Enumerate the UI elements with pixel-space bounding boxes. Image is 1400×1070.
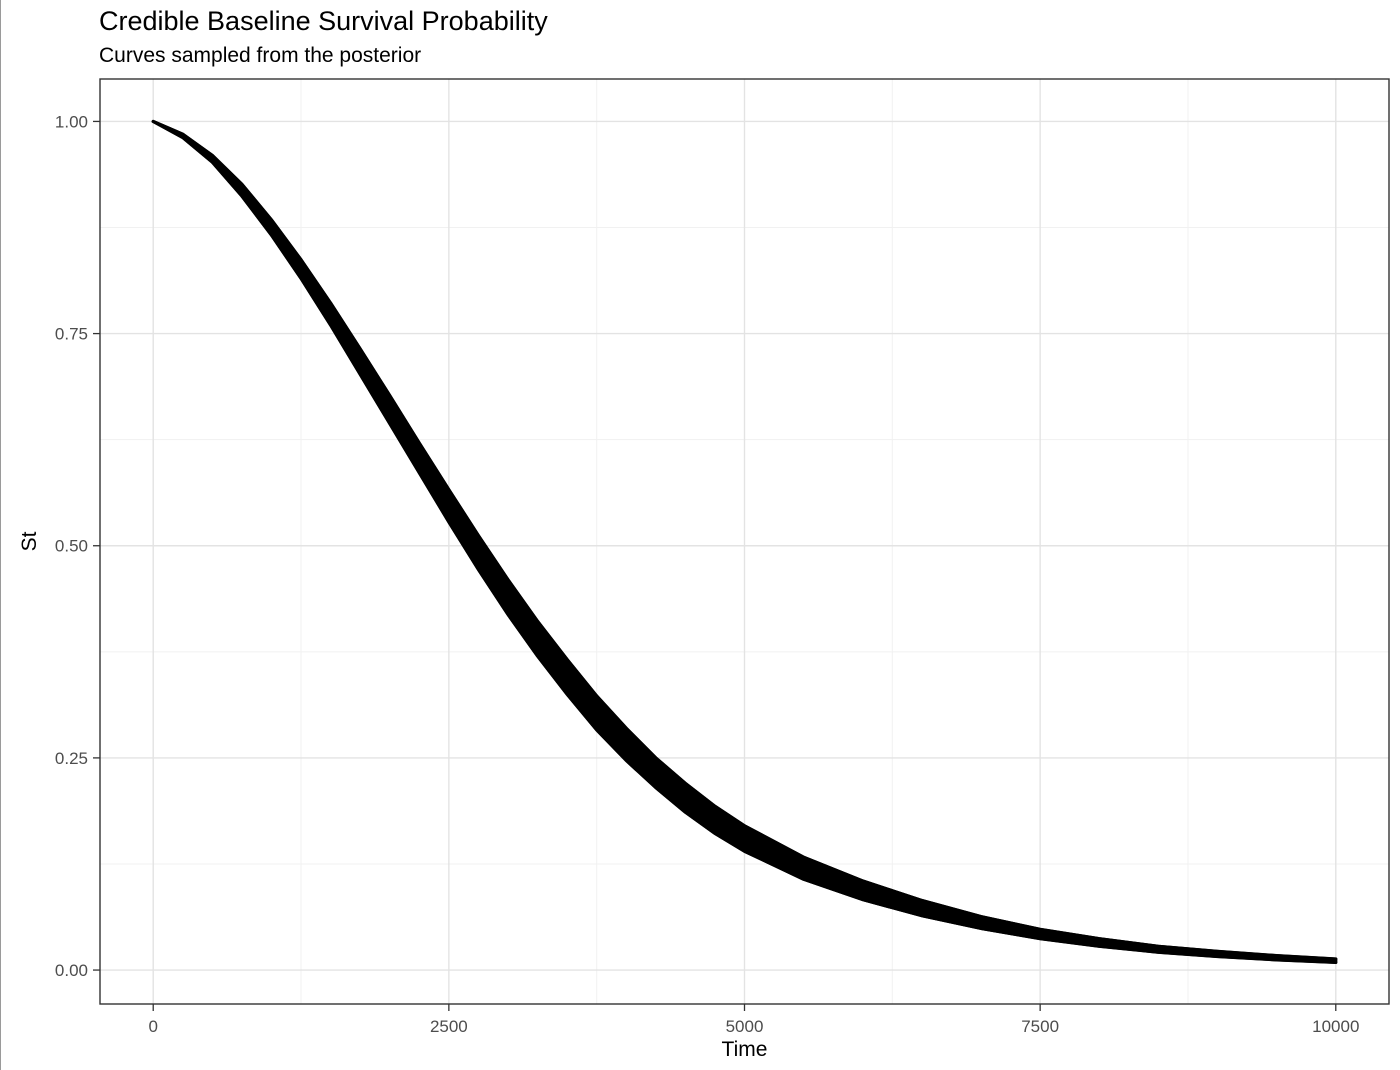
x-tick-label: 5000 — [726, 1017, 764, 1036]
y-tick-label: 0.75 — [55, 325, 88, 344]
y-tick-label: 0.25 — [55, 749, 88, 768]
y-tick-label: 0.50 — [55, 537, 88, 556]
x-axis: 0 2500 5000 7500 10000 — [148, 1004, 1359, 1036]
y-axis: 0.00 0.25 0.50 0.75 1.00 — [55, 112, 100, 980]
chart-subtitle: Curves sampled from the posterior — [99, 44, 422, 67]
y-axis-title: St — [18, 531, 41, 551]
posterior-upper-curve — [151, 119, 1338, 961]
posterior-curves — [151, 119, 1338, 965]
x-tick-label: 0 — [148, 1017, 157, 1036]
y-tick-label: 1.00 — [55, 112, 88, 131]
y-tick-label: 0.00 — [55, 961, 88, 980]
x-tick-label: 7500 — [1021, 1017, 1059, 1036]
figure-frame-edge — [0, 0, 1, 1070]
x-tick-label: 2500 — [430, 1017, 468, 1036]
chart-title: Credible Baseline Survival Probability — [99, 6, 548, 36]
major-gridlines — [100, 79, 1389, 1004]
x-tick-label: 10000 — [1312, 1017, 1359, 1036]
x-axis-title: Time — [722, 1038, 768, 1061]
posterior-lower-curve — [151, 119, 1338, 964]
